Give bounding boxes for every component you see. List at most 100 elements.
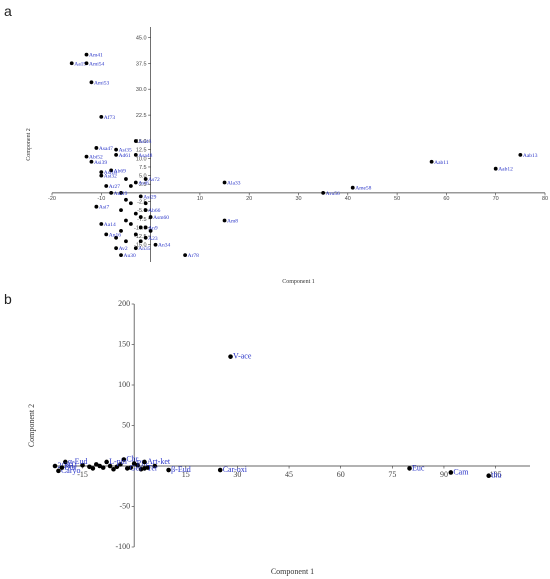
data-point <box>94 204 99 209</box>
data-point <box>133 180 138 185</box>
x-tick-label: 50 <box>394 196 400 202</box>
data-point <box>109 168 114 173</box>
data-point <box>84 61 89 66</box>
point-label: Car-oxi <box>223 465 248 474</box>
point-label: Aab13 <box>523 153 538 159</box>
data-point <box>142 459 147 465</box>
data-point <box>321 190 326 195</box>
point-label: Cam <box>453 467 469 476</box>
x-tick-label: 80 <box>542 196 548 202</box>
data-point <box>518 152 523 157</box>
data-point <box>138 225 143 230</box>
x-tick-label: 40 <box>345 196 351 202</box>
point-label: Pin <box>137 459 148 468</box>
point-label: Abi52 <box>89 155 103 161</box>
data-point <box>119 253 123 257</box>
point-label: Ter <box>147 463 158 472</box>
y-tick-label: 10.0 <box>136 156 147 162</box>
data-point <box>89 80 94 85</box>
data-point <box>99 222 104 226</box>
x-tick-label: 30 <box>233 470 241 479</box>
data-point <box>124 218 128 223</box>
data-point <box>114 147 118 152</box>
y-tick-label: 12.5 <box>136 148 147 154</box>
data-point <box>133 232 138 237</box>
point-label: Ar78 <box>188 253 200 259</box>
point-label: Ami53 <box>94 80 110 86</box>
data-point <box>114 464 120 470</box>
x-tick-label: 60 <box>443 196 449 202</box>
data-point <box>87 464 92 470</box>
data-point <box>124 197 128 202</box>
point-label: An16 <box>109 232 121 238</box>
data-point <box>111 466 116 472</box>
data-point <box>166 467 171 473</box>
y-tick-label: 22.5 <box>136 113 147 119</box>
data-point <box>145 465 151 470</box>
data-point <box>118 462 123 467</box>
point-label: Ad61 <box>119 153 131 159</box>
point-label: Ame58 <box>355 186 371 192</box>
point-label: β-Eud <box>171 465 191 474</box>
data-point <box>69 61 74 66</box>
data-point <box>183 253 188 257</box>
data-point <box>133 246 138 251</box>
data-point <box>222 180 227 185</box>
data-point <box>84 154 89 159</box>
data-point <box>124 466 130 471</box>
data-point <box>56 468 61 474</box>
point-label: L-pin <box>109 457 127 466</box>
data-point <box>124 239 128 244</box>
data-point <box>97 463 103 469</box>
y-tick-label: 30.0 <box>136 87 147 93</box>
data-point <box>128 201 133 206</box>
data-point <box>143 235 148 240</box>
scatter-plot-b: -15 15 30 45 60 75 90 105 -100 -50 50 100 150 200 Comp… <box>27 299 530 576</box>
data-point <box>448 470 454 475</box>
data-point <box>131 461 137 466</box>
data-point <box>217 467 223 473</box>
point-label: Art-ket <box>147 457 171 466</box>
y-axis-title: Component 2 <box>27 404 36 447</box>
point-label: Aab11 <box>434 160 449 166</box>
point-label: As72 <box>148 177 160 183</box>
point-label: Ar27 <box>109 184 121 190</box>
point-label: Ala33 <box>227 181 241 187</box>
point-label: Au30 <box>124 253 136 259</box>
y-tick-label: -5.0 <box>137 208 146 214</box>
point-label: Caryo <box>61 466 81 475</box>
x-tick-label: 60 <box>337 470 345 479</box>
point-label: Asa47 <box>99 146 113 152</box>
point-label: Euc <box>412 463 425 472</box>
data-point <box>114 246 118 251</box>
data-point <box>350 185 355 190</box>
point-label: Ab69 <box>114 168 126 174</box>
point-label: Af73 <box>104 114 116 121</box>
point-label: Asi43 <box>138 139 151 145</box>
data-point <box>138 194 143 199</box>
data-point <box>59 465 65 470</box>
y-tick-label: -12.5 <box>134 234 147 240</box>
data-point <box>99 114 104 119</box>
data-point <box>124 177 128 181</box>
point-label: Asi32 <box>104 174 117 180</box>
data-point <box>114 152 118 157</box>
point-label: Aru56 <box>326 191 340 197</box>
point-label: Asi39 <box>94 160 107 166</box>
data-point <box>493 166 498 171</box>
data-point <box>153 242 158 247</box>
x-tick-label: 30 <box>295 196 301 202</box>
data-point <box>119 208 123 213</box>
y-tick-label: 100 <box>118 380 130 389</box>
point-label: A23 <box>148 236 158 242</box>
x-tick-label: -10 <box>97 196 105 202</box>
point-label: Ab66 <box>148 208 160 214</box>
y-tick-label: 50 <box>122 421 130 430</box>
data-point <box>100 465 106 470</box>
point-label: An9 <box>148 225 158 231</box>
y-tick-label: 5.0 <box>139 174 147 180</box>
point-label: Chr <box>126 455 138 464</box>
point-label: Asi18 <box>104 170 117 176</box>
data-point <box>152 463 158 469</box>
point-label: 2(3H) <box>58 461 77 470</box>
